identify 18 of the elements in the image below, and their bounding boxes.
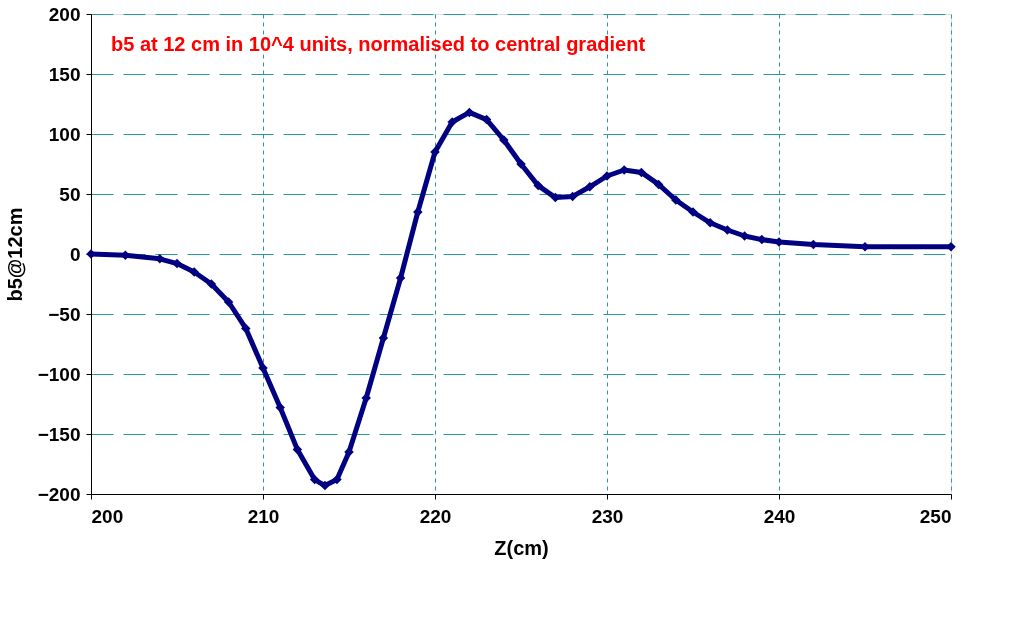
x-tick-label: 220	[419, 505, 452, 527]
x-tick-label: 230	[591, 505, 624, 527]
annotation: b5 at 12 cm in 10^4 units, normalised to central gradient	[111, 33, 646, 55]
x-tick-label: 200	[91, 505, 124, 527]
y-tick-label: 200	[48, 3, 81, 25]
x-axis-title: Z(cm)	[494, 536, 549, 559]
x-tick-label: 210	[247, 505, 280, 527]
y-tick-label: 100	[48, 123, 81, 145]
y-tick-label: −200	[37, 483, 81, 505]
y-tick-label: −100	[37, 363, 81, 385]
x-tick-label: 250	[919, 505, 952, 527]
y-tick-label: 50	[59, 183, 81, 205]
y-tick-label: −150	[37, 423, 81, 445]
y-tick-label: 150	[48, 63, 81, 85]
y-tick-label: −50	[48, 303, 81, 325]
y-tick-label: 0	[69, 243, 81, 265]
y-axis-title: b5@12cm	[3, 207, 26, 302]
x-tick-label: 240	[763, 505, 796, 527]
